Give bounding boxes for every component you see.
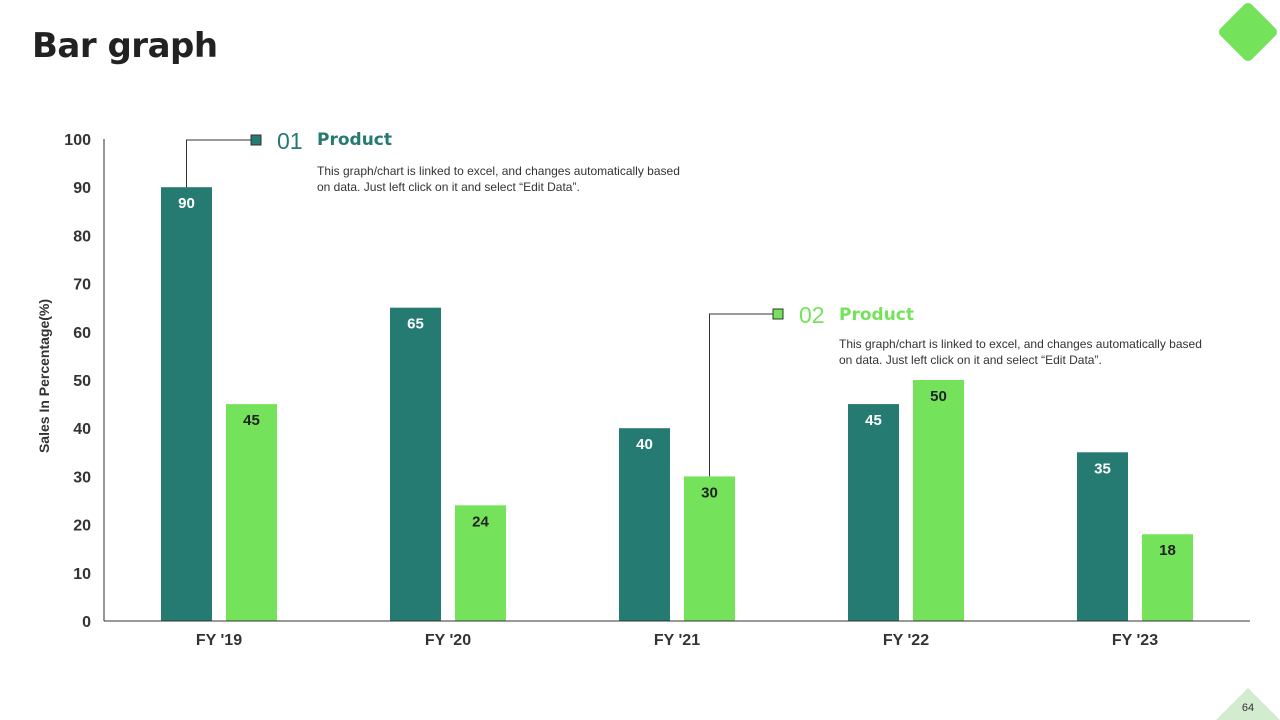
callout-marker-2	[772, 308, 784, 320]
y-tick-label: 40	[73, 421, 91, 438]
y-tick-label: 20	[73, 518, 91, 535]
bar-series1	[390, 307, 441, 621]
slide-title: Bar graph	[32, 26, 218, 66]
bar-value-label: 40	[636, 436, 653, 453]
page-number: 64	[1241, 702, 1255, 714]
bar-series1	[848, 404, 899, 621]
bar-series2	[684, 476, 735, 621]
y-tick-label: 0	[82, 614, 91, 631]
callout-leader-line-2	[709, 313, 773, 477]
bar-series2	[913, 380, 964, 621]
callout-number-2: 02	[799, 302, 825, 328]
bar-value-label: 45	[865, 412, 882, 429]
y-tick-label: 30	[73, 469, 91, 486]
y-tick-label: 90	[73, 180, 91, 197]
bar-value-label: 30	[701, 484, 718, 501]
callout-title-1: Product	[317, 130, 392, 150]
bar-value-label: 18	[1159, 542, 1176, 559]
y-axis-ticks: 0 10 20 30 40 50 60 70 80 90 100	[64, 132, 91, 631]
callout-title-2: Product	[839, 305, 914, 325]
bar-series2	[226, 404, 277, 621]
y-axis-label: Sales In Percentage(%)	[36, 299, 52, 453]
y-tick-label: 60	[73, 325, 91, 342]
bar-series1	[1077, 452, 1128, 621]
y-tick-label: 70	[73, 277, 91, 294]
callout-leader-line-1	[186, 139, 251, 188]
bar-value-label: 35	[1094, 460, 1111, 477]
bar-series2	[455, 505, 506, 621]
x-tick-label: FY '23	[1112, 632, 1158, 649]
callout-text-2: This graph/chart is linked to excel, and…	[839, 337, 1202, 367]
bar-value-label: 50	[930, 388, 947, 405]
chart-bars	[161, 187, 1193, 621]
x-axis-ticks: FY '19 FY '20 FY '21 FY '22 FY '23	[196, 632, 1158, 649]
bar-value-label: 90	[178, 195, 195, 212]
bar-value-label: 24	[472, 513, 489, 530]
x-tick-label: FY '20	[425, 632, 471, 649]
y-tick-label: 10	[73, 566, 91, 583]
x-tick-label: FY '22	[883, 632, 929, 649]
bar-value-label: 45	[243, 412, 260, 429]
bar-series2	[1142, 534, 1193, 621]
callout-text-1: This graph/chart is linked to excel, and…	[317, 164, 680, 194]
x-tick-label: FY '21	[654, 632, 700, 649]
callout-marker-1	[250, 134, 262, 146]
y-tick-label: 80	[73, 228, 91, 245]
y-tick-label: 100	[64, 132, 91, 149]
bar-series1	[619, 428, 670, 621]
callout-number-1: 01	[277, 128, 303, 154]
bar-value-labels: 90 45 65 24 40 30 45 50 35 18	[178, 195, 1176, 559]
y-tick-label: 50	[73, 373, 91, 390]
x-tick-label: FY '19	[196, 632, 242, 649]
bar-series1	[161, 187, 212, 621]
bar-value-label: 65	[407, 316, 424, 333]
